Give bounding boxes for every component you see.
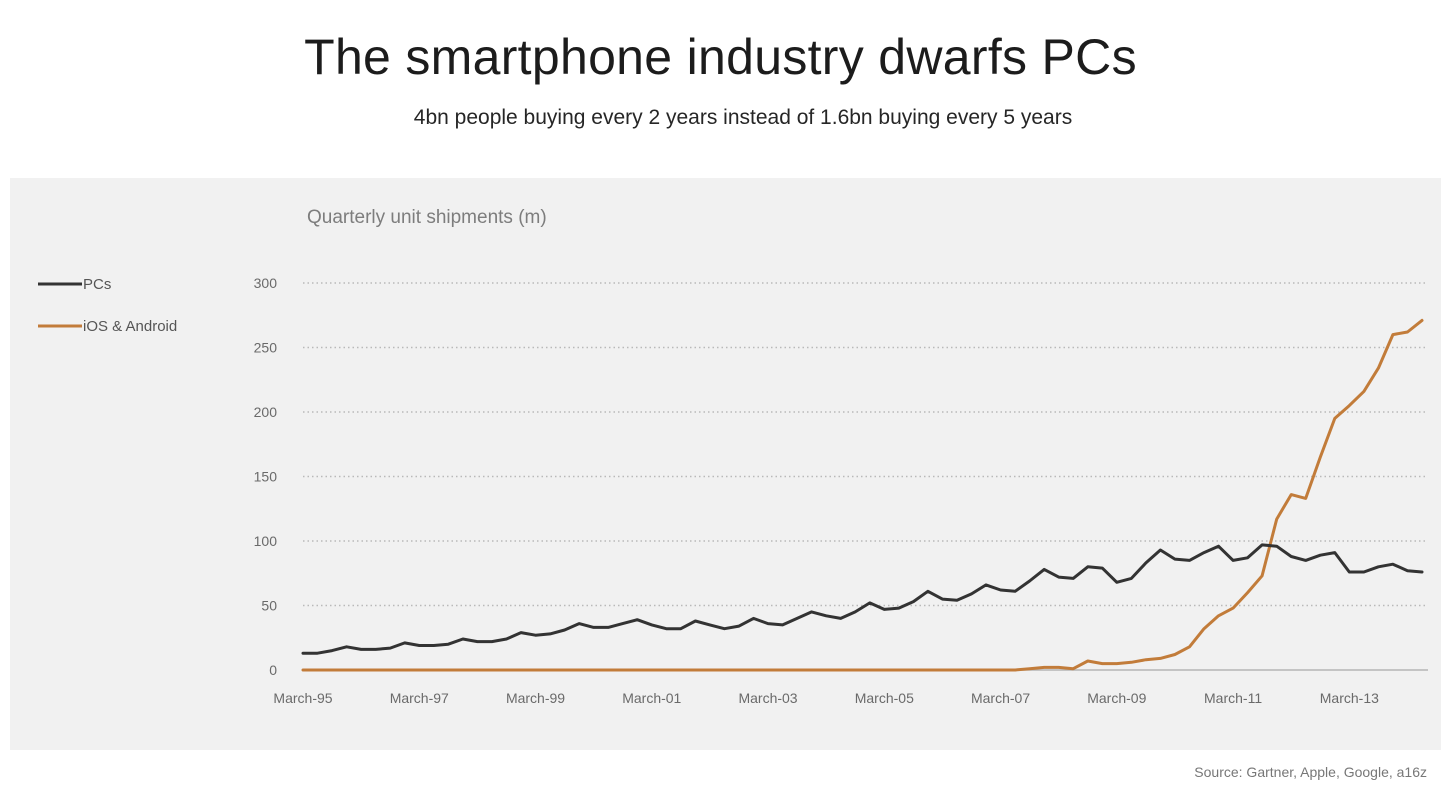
x-tick-label-6: March-07 (971, 690, 1030, 706)
y-tick-label-0: 0 (269, 662, 277, 678)
legend-label-0: PCs (83, 276, 111, 293)
chart-title: Quarterly unit shipments (m) (307, 207, 547, 228)
legend-label-1: iOS & Android (83, 318, 177, 335)
chart-panel: Quarterly unit shipments (m) 0 50 100 150 20… (10, 178, 1441, 750)
y-tick-label-1: 50 (261, 598, 277, 614)
source-note: Source: Gartner, Apple, Google, a16z (1194, 764, 1427, 780)
x-tick-label-2: March-99 (506, 690, 565, 706)
series-line-ios-android (301, 318, 1424, 672)
y-tick-label-6: 300 (254, 275, 278, 291)
page-subtitle: 4bn people buying every 2 years instead … (413, 106, 1073, 129)
y-tick-label-2: 100 (254, 533, 278, 549)
series-line-pcs (301, 543, 1424, 655)
page-title: The smartphone industry dwarfs PCs (304, 29, 1137, 85)
x-tick-label-4: March-03 (738, 690, 797, 706)
x-tick-label-7: March-09 (1087, 690, 1146, 706)
x-tick-label-1: March-97 (390, 690, 449, 706)
x-tick-label-5: March-05 (855, 690, 914, 706)
y-tick-label-4: 200 (254, 404, 278, 420)
x-tick-label-0: March-95 (273, 690, 332, 706)
x-tick-label-9: March-13 (1320, 690, 1379, 706)
x-tick-label-8: March-11 (1204, 690, 1262, 706)
shipments-chart: Quarterly unit shipments (m) 0 50 100 150 20… (38, 207, 1428, 706)
y-tick-label-3: 150 (254, 469, 278, 485)
y-tick-label-5: 250 (254, 340, 278, 356)
x-tick-label-3: March-01 (622, 690, 681, 706)
